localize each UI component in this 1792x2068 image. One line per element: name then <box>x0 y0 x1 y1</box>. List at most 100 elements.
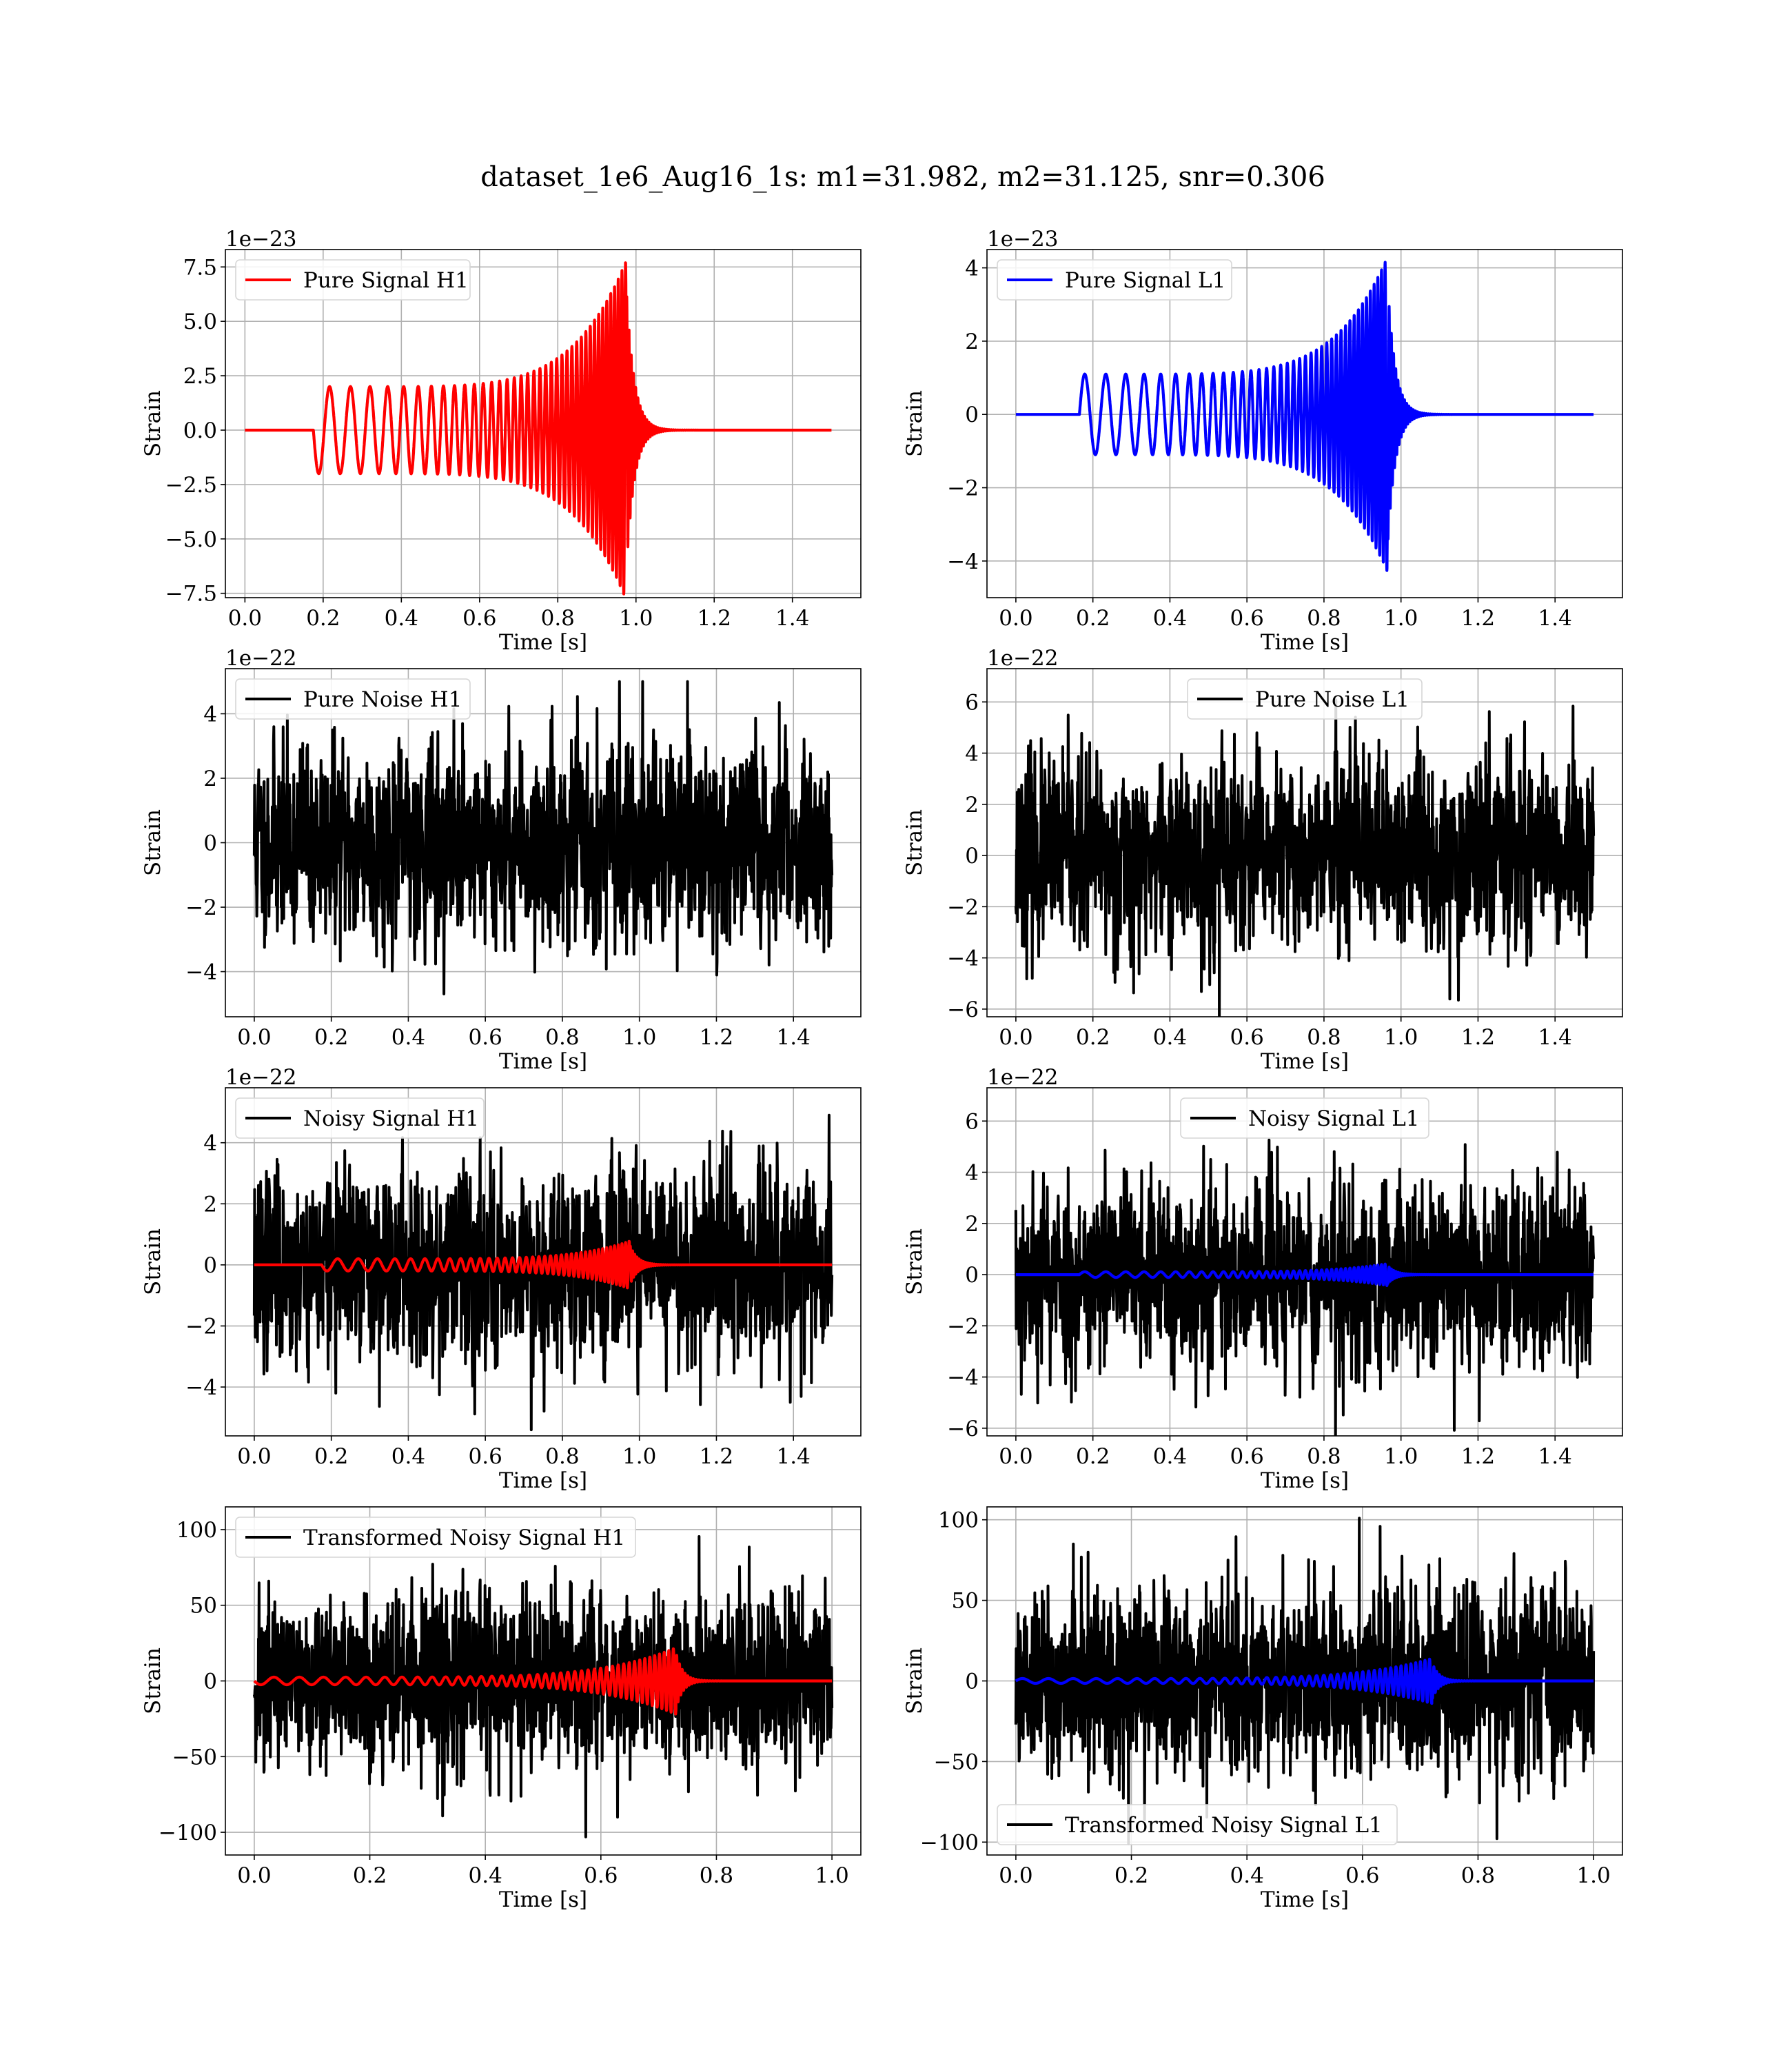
x-tick-label: 0.2 <box>314 1444 348 1469</box>
legend-box <box>235 678 471 720</box>
x-tick-label: 1.0 <box>1384 1444 1418 1469</box>
x-tick-label: 0.6 <box>1230 1025 1264 1050</box>
x-tick-label: 0.0 <box>999 1444 1032 1469</box>
x-tick-label: 1.2 <box>698 606 731 631</box>
series-line-1 <box>252 1113 834 1432</box>
y-tick-label: −7.5 <box>165 582 217 607</box>
x-axis-label: Time [s] <box>1261 1468 1349 1493</box>
x-tick-label: 0.0 <box>237 1025 271 1050</box>
y-axis-label: Strain <box>141 1228 165 1295</box>
y-axis-label: Strain <box>141 809 165 876</box>
x-tick-label: 0.6 <box>469 1025 502 1050</box>
y-tick-label: −5.0 <box>165 527 217 552</box>
x-tick-label: 0.0 <box>228 606 262 631</box>
x-tick-label: 0.6 <box>469 1444 502 1469</box>
y-tick-label: −4 <box>185 1375 217 1400</box>
legend-label: Pure Signal H1 <box>303 268 469 293</box>
legend: Pure Noise H1 <box>235 678 471 720</box>
y-tick-label: 0 <box>965 844 979 869</box>
series-line-2 <box>253 1647 833 1716</box>
x-tick-label: 1.0 <box>815 1863 848 1888</box>
y-tick-label: −6 <box>947 1417 979 1441</box>
y-axis-label: Strain <box>902 1228 927 1295</box>
legend-box <box>1187 678 1423 720</box>
series-line-1 <box>243 261 833 596</box>
x-tick-label: 0.8 <box>1307 1025 1341 1050</box>
x-tick-label: 0.0 <box>999 606 1032 631</box>
x-axis-label: Time [s] <box>1261 1049 1349 1074</box>
x-tick-label: 0.0 <box>999 1863 1032 1888</box>
subplot-7: 0.0 0.2 0.4 0.6 0.8 1.0 −100 −50 0 50 100 Time [s] S… <box>141 1506 862 1912</box>
subplot-5: 0.0 0.2 0.4 0.6 0.8 1.0 1.2 1.4 −4 −2 0 2 4 Time [s] S… <box>141 1065 862 1493</box>
y-tick-label: 2 <box>203 767 217 791</box>
x-tick-label: 0.6 <box>584 1863 618 1888</box>
x-tick-label: 0.4 <box>1230 1863 1264 1888</box>
axes-frame <box>225 249 862 598</box>
series-line-1 <box>252 1535 834 1838</box>
legend-box <box>1180 1097 1429 1139</box>
y-tick-label: −50 <box>934 1750 979 1774</box>
x-tick-label: 1.4 <box>777 1025 811 1050</box>
subplot-3: 0.0 0.2 0.4 0.6 0.8 1.0 1.2 1.4 −4 −2 0 2 4 Time [s] S… <box>141 646 862 1074</box>
series-line-2 <box>1015 1262 1595 1287</box>
y-axis-label: Strain <box>902 390 927 457</box>
y-tick-label: −100 <box>920 1830 979 1855</box>
x-tick-label: 1.4 <box>1538 1025 1572 1050</box>
axes-frame <box>225 1087 862 1437</box>
x-tick-label: 1.4 <box>777 1444 811 1469</box>
axes-frame <box>986 249 1623 598</box>
series-group <box>252 680 834 995</box>
x-tick-label: 0.8 <box>700 1863 733 1888</box>
x-tick-label: 0.4 <box>1153 606 1187 631</box>
series-group <box>252 1113 834 1432</box>
axes-frame <box>986 668 1623 1017</box>
series-line-2 <box>1015 1657 1595 1705</box>
x-tick-label: 0.8 <box>1307 606 1341 631</box>
x-tick-label: 0.2 <box>353 1863 387 1888</box>
y-tick-label: 0 <box>203 831 217 856</box>
y-tick-label: 4 <box>203 702 217 727</box>
figure-title: dataset_1e6_Aug16_1s: m1=31.982, m2=31.1… <box>480 161 1325 193</box>
series-line-1 <box>1015 261 1595 572</box>
y-tick-label: −2 <box>185 1315 217 1339</box>
subplot-grid: 0.0 0.2 0.4 0.6 0.8 1.0 1.2 1.4 −7.5 −5.0 −2.5 0.0 2… <box>141 227 1623 1912</box>
y-tick-label: 6 <box>965 1109 979 1134</box>
y-tick-label: 2 <box>965 330 979 354</box>
legend-label: Transformed Noisy Signal H1 <box>303 1525 625 1550</box>
subplot-2: 0.0 0.2 0.4 0.6 0.8 1.0 1.2 1.4 −4 −2 0 2 4 Time [s] S… <box>902 227 1623 655</box>
y-tick-label: 4 <box>203 1131 217 1156</box>
x-tick-label: 1.2 <box>1461 606 1495 631</box>
y-tick-label: 4 <box>965 742 979 767</box>
y-tick-label: −100 <box>159 1821 217 1845</box>
series-group <box>243 261 833 596</box>
y-tick-label: 50 <box>952 1589 979 1614</box>
y-tick-label: 5.0 <box>183 310 217 334</box>
x-tick-label: 1.0 <box>619 606 653 631</box>
x-axis-label: Time [s] <box>499 1049 587 1074</box>
y-axis-label: Strain <box>902 809 927 876</box>
y-tick-label: 0 <box>965 1263 979 1288</box>
y-tick-label: 6 <box>965 690 979 715</box>
y-tick-label: 0 <box>203 1670 217 1694</box>
y-tick-label: 7.5 <box>183 255 217 280</box>
x-tick-label: 1.0 <box>1384 1025 1418 1050</box>
series-line-1 <box>1014 1517 1596 1845</box>
series-line-1 <box>1014 698 1596 1017</box>
y-axis-label: Strain <box>141 1648 165 1714</box>
y-axis-label: Strain <box>902 1648 927 1714</box>
subplot-4: 0.0 0.2 0.4 0.6 0.8 1.0 1.2 1.4 −6 −4 −2 0 2 4 6 Time [… <box>902 646 1623 1074</box>
x-tick-label: 0.6 <box>1230 606 1264 631</box>
y-tick-label: −2 <box>185 895 217 920</box>
offset-text: 1e−23 <box>225 227 297 252</box>
series-line-2 <box>253 1239 833 1290</box>
y-tick-label: −4 <box>947 549 979 574</box>
y-tick-label: 2.5 <box>183 364 217 389</box>
x-tick-label: 1.2 <box>700 1025 733 1050</box>
axes-frame <box>986 1087 1623 1437</box>
y-tick-label: −50 <box>172 1745 217 1770</box>
legend-box <box>997 259 1232 301</box>
y-tick-label: −2 <box>947 1314 979 1339</box>
y-tick-label: 100 <box>938 1508 979 1533</box>
x-tick-label: 0.8 <box>541 606 575 631</box>
